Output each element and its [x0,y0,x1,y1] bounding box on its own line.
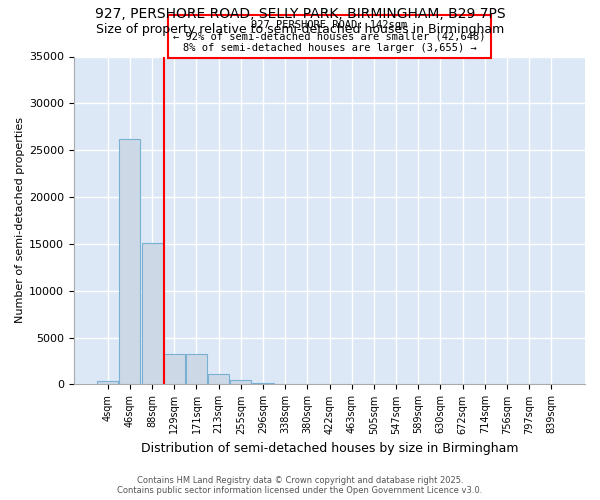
Bar [186,354,207,384]
Text: Contains HM Land Registry data © Crown copyright and database right 2025.
Contai: Contains HM Land Registry data © Crown c… [118,476,482,495]
Bar [97,380,118,384]
X-axis label: Distribution of semi-detached houses by size in Birmingham: Distribution of semi-detached houses by … [141,442,518,455]
Text: Size of property relative to semi-detached houses in Birmingham: Size of property relative to semi-detach… [96,22,504,36]
Bar [253,382,274,384]
Bar [164,354,185,384]
Text: 927, PERSHORE ROAD, SELLY PARK, BIRMINGHAM, B29 7PS: 927, PERSHORE ROAD, SELLY PARK, BIRMINGH… [95,8,505,22]
Bar [142,243,163,384]
Y-axis label: Number of semi-detached properties: Number of semi-detached properties [15,118,25,324]
Text: 927 PERSHORE ROAD: 142sqm
← 92% of semi-detached houses are smaller (42,648)
8% : 927 PERSHORE ROAD: 142sqm ← 92% of semi-… [173,20,486,53]
Bar [119,139,140,384]
Bar [208,374,229,384]
Bar [230,380,251,384]
